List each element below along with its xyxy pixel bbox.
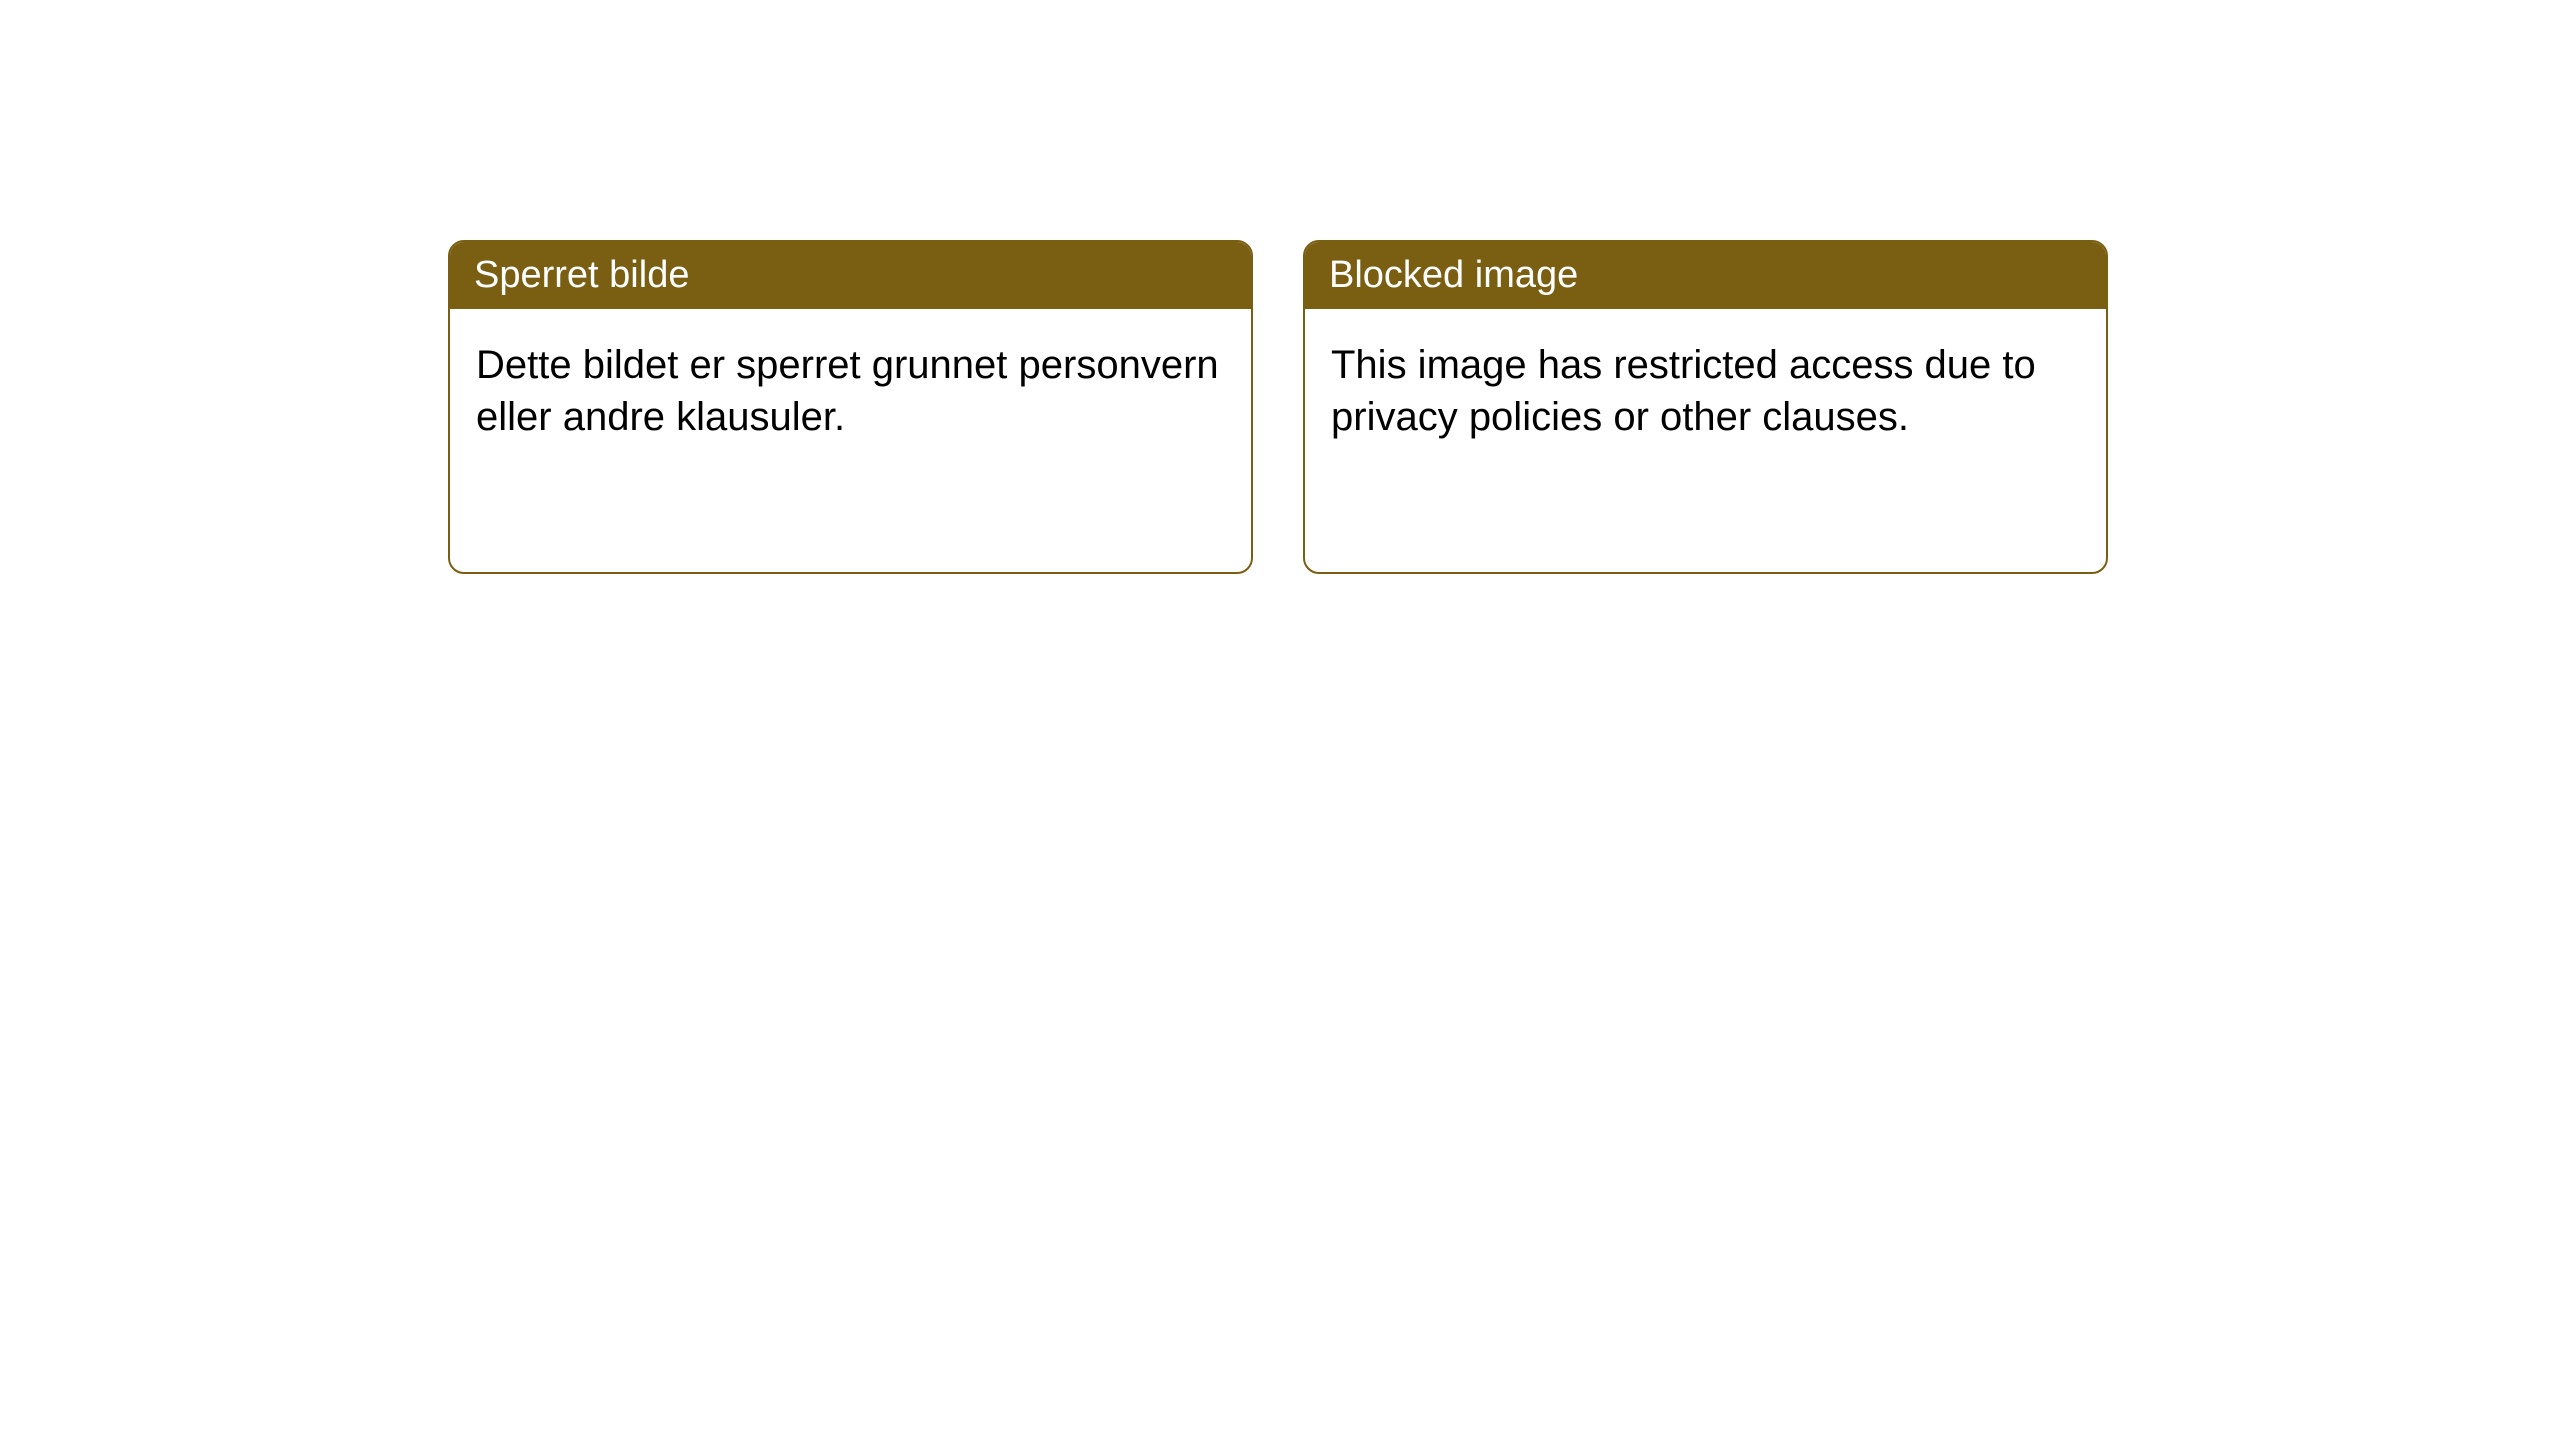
notice-title-english: Blocked image <box>1305 242 2106 309</box>
notice-title-norwegian: Sperret bilde <box>450 242 1251 309</box>
notice-body-norwegian: Dette bildet er sperret grunnet personve… <box>450 309 1251 473</box>
notice-body-english: This image has restricted access due to … <box>1305 309 2106 473</box>
notice-card-english: Blocked image This image has restricted … <box>1303 240 2108 574</box>
notice-card-norwegian: Sperret bilde Dette bildet er sperret gr… <box>448 240 1253 574</box>
notice-container: Sperret bilde Dette bildet er sperret gr… <box>0 0 2560 574</box>
